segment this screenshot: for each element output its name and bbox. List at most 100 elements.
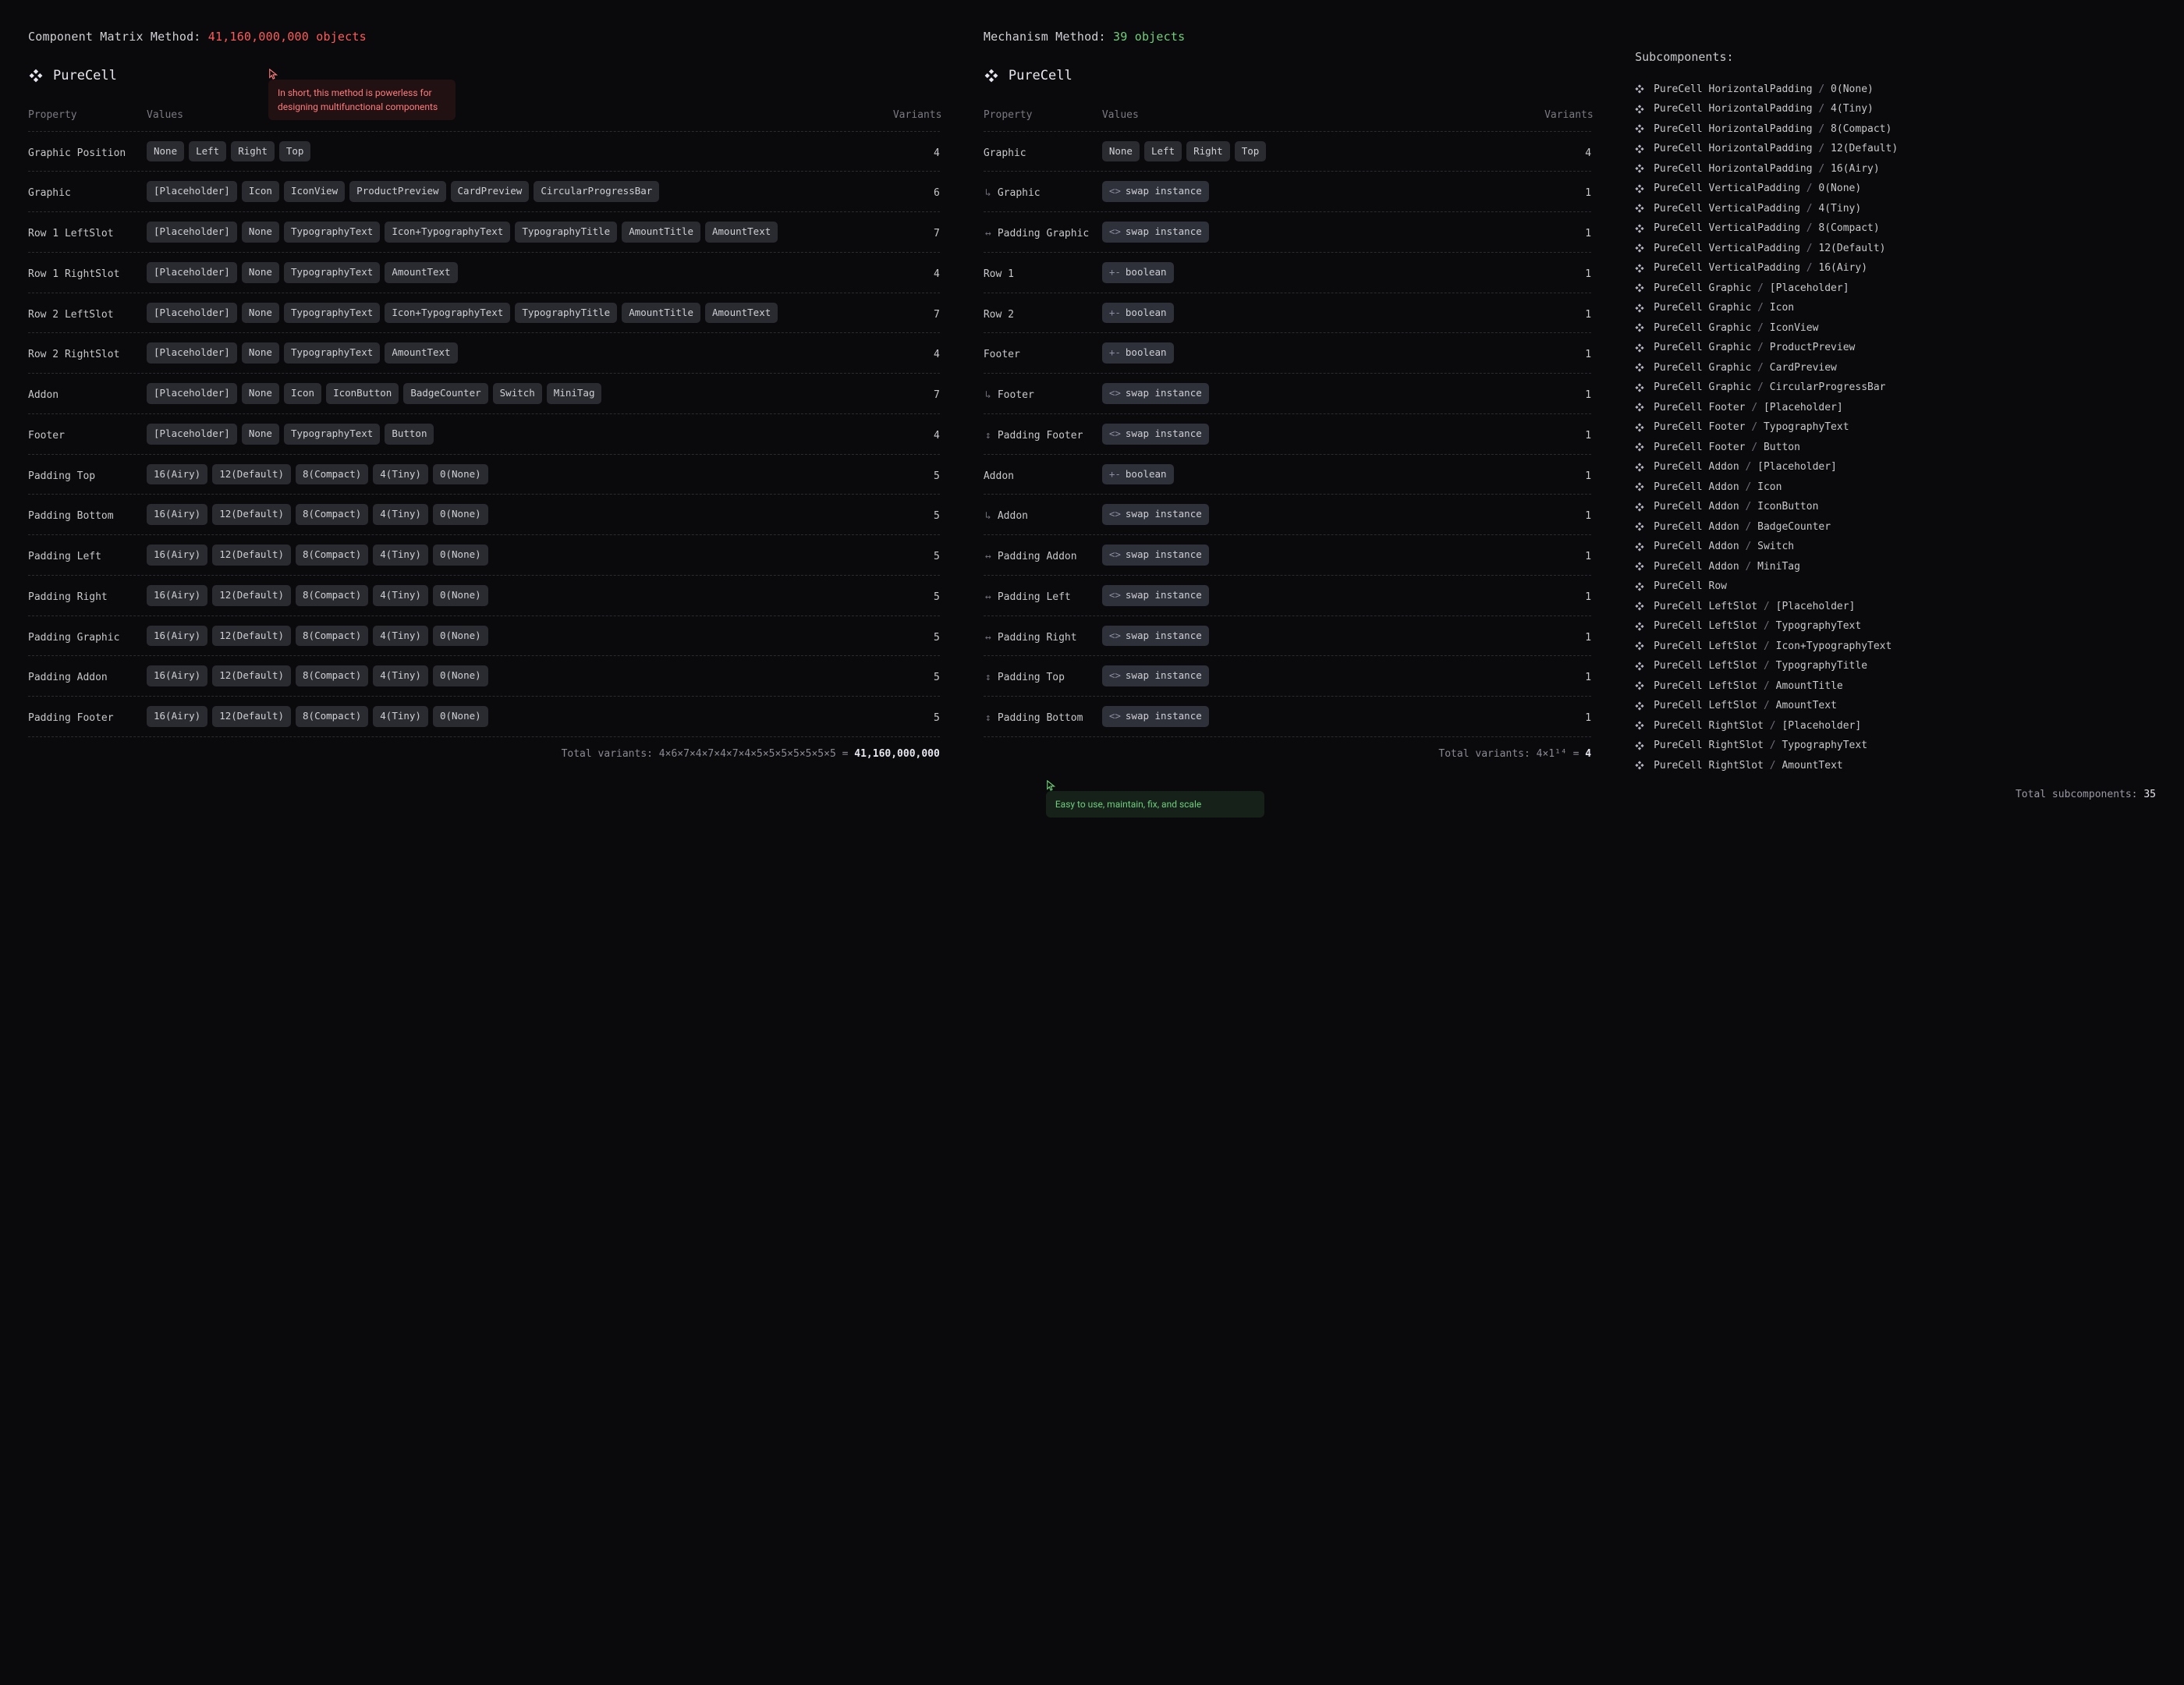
value-chip: 8(Compact): [296, 626, 368, 647]
table-row: Row 2 LeftSlot[Placeholder]NoneTypograph…: [28, 293, 940, 334]
table-row: ↔Padding Right<>swap instance1: [984, 616, 1591, 657]
variant-count: 1: [1544, 545, 1591, 565]
variant-count: 1: [1544, 706, 1591, 726]
table-header: Property Values Variants: [984, 100, 1591, 132]
property-name: ↳Graphic: [984, 181, 1093, 201]
value-chip: 0(None): [433, 504, 488, 525]
swap-instance-chip: <>swap instance: [1102, 585, 1209, 606]
method-title: Mechanism Method: 39 objects: [984, 28, 1591, 46]
value-chip: Right: [1186, 141, 1230, 162]
value-chips: 16(Airy)12(Default)8(Compact)4(Tiny)0(No…: [147, 706, 884, 727]
property-name: Padding Right: [28, 585, 137, 605]
subcomponent-item: PureCell LeftSlot / Icon+TypographyText: [1635, 639, 2156, 654]
property-name: Footer: [28, 424, 137, 444]
component-icon: [1635, 83, 1646, 94]
property-name: Padding Bottom: [28, 504, 137, 524]
value-chips: +-boolean: [1102, 464, 1535, 485]
value-chip: 0(None): [433, 585, 488, 606]
value-chip: BadgeCounter: [403, 383, 488, 404]
variant-count: 1: [1544, 504, 1591, 524]
value-chips: NoneLeftRightTop: [147, 141, 884, 162]
value-chips: [Placeholder]NoneTypographyTextButton: [147, 424, 884, 445]
total-value: 4: [1585, 748, 1591, 760]
value-chips: [Placeholder]NoneIconIconButtonBadgeCoun…: [147, 383, 884, 404]
boolean-chip: +-boolean: [1102, 303, 1174, 324]
value-chips: <>swap instance: [1102, 585, 1535, 606]
col-property: Property: [984, 108, 1093, 123]
value-chips: <>swap instance: [1102, 504, 1535, 525]
component-icon: [1635, 680, 1646, 691]
swap-instance-chip: <>swap instance: [1102, 424, 1209, 445]
table-row: Padding Left16(Airy)12(Default)8(Compact…: [28, 535, 940, 576]
value-chip: 12(Default): [212, 464, 291, 485]
subcomponent-label: PureCell RightSlot / [Placeholder]: [1654, 718, 1861, 734]
table-row: Row 2 RightSlot[Placeholder]NoneTypograp…: [28, 333, 940, 374]
property-name: ↔Padding Right: [984, 626, 1093, 646]
subcomponent-item: PureCell LeftSlot / [Placeholder]: [1635, 599, 2156, 615]
property-type-icon: ↳: [984, 186, 993, 201]
value-chips: NoneLeftRightTop: [1102, 141, 1535, 162]
variant-count: 1: [1544, 585, 1591, 605]
cursor-icon: [268, 69, 279, 80]
property-name: Footer: [984, 342, 1093, 363]
value-chip: Top: [279, 141, 311, 162]
matrix-table: Property Values Variants Graphic Positio…: [28, 100, 940, 761]
component-icon: [1635, 402, 1646, 413]
component-icon: [28, 68, 44, 83]
boolean-chip: +-boolean: [1102, 342, 1174, 364]
variant-count: 6: [893, 181, 940, 201]
value-chip: AmountText: [705, 222, 778, 243]
value-chip: 4(Tiny): [373, 585, 428, 606]
subcomponent-item: PureCell Addon / BadgeCounter: [1635, 520, 2156, 535]
property-name: Graphic Position: [28, 141, 137, 161]
component-title: PureCell: [984, 66, 1591, 87]
value-chip: 0(None): [433, 464, 488, 485]
subcomponents-panel: Subcomponents: PureCell HorizontalPaddin…: [1635, 28, 2156, 818]
swap-icon: <>: [1109, 427, 1121, 439]
value-chip: 16(Airy): [147, 665, 207, 686]
subcomponent-item: PureCell Footer / [Placeholder]: [1635, 400, 2156, 416]
value-chip: AmountText: [385, 342, 457, 364]
property-name: Row 2 RightSlot: [28, 342, 137, 363]
method-value: 39 objects: [1113, 30, 1185, 44]
value-chips: <>swap instance: [1102, 383, 1535, 404]
value-chip: TypographyTitle: [515, 303, 617, 324]
component-icon: [1635, 760, 1646, 771]
value-chip: None: [242, 303, 279, 324]
value-chip: [Placeholder]: [147, 303, 237, 324]
value-chip: 0(None): [433, 626, 488, 647]
component-icon: [1635, 462, 1646, 473]
value-chip: [Placeholder]: [147, 222, 237, 243]
col-values: Values: [147, 108, 884, 123]
boolean-icon: +-: [1109, 266, 1121, 278]
subcomponent-item: PureCell HorizontalPadding / 4(Tiny): [1635, 101, 2156, 117]
table-row: ↕Padding Footer<>swap instance1: [984, 414, 1591, 455]
value-chips: [Placeholder]NoneTypographyTextIcon+Typo…: [147, 222, 884, 243]
swap-instance-chip: <>swap instance: [1102, 665, 1209, 686]
swap-icon: <>: [1109, 387, 1121, 399]
component-icon: [1635, 422, 1646, 433]
value-chip: Right: [231, 141, 275, 162]
table-row: Addon[Placeholder]NoneIconIconButtonBadg…: [28, 374, 940, 414]
subcomponent-item: PureCell RightSlot / [Placeholder]: [1635, 718, 2156, 734]
method-title: Component Matrix Method: 41,160,000,000 …: [28, 28, 940, 46]
table-row: ↕Padding Bottom<>swap instance1: [984, 697, 1591, 737]
value-chip: [Placeholder]: [147, 342, 237, 364]
component-icon: [1635, 640, 1646, 651]
subcomponent-item: PureCell Footer / TypographyText: [1635, 420, 2156, 435]
variant-count: 1: [1544, 222, 1591, 242]
property-name: Row 1: [984, 262, 1093, 282]
variant-count: 4: [1544, 141, 1591, 161]
component-icon: [1635, 701, 1646, 711]
boolean-icon: +-: [1109, 346, 1121, 358]
boolean-icon: +-: [1109, 307, 1121, 318]
table-row: Footer [Placeholder]NoneTypographyTextBut…: [28, 414, 940, 455]
table-row: ↔Padding Left<>swap instance1: [984, 576, 1591, 616]
subcomponent-item: PureCell LeftSlot / AmountText: [1635, 698, 2156, 714]
subcomponent-label: PureCell Graphic / [Placeholder]: [1654, 281, 1849, 296]
property-type-icon: ↔: [984, 226, 993, 242]
subcomponent-label: PureCell Addon / Switch: [1654, 539, 1794, 555]
value-chip: 16(Airy): [147, 585, 207, 606]
table-row: ↳Footer<>swap instance1: [984, 374, 1591, 414]
value-chip: TypographyText: [284, 262, 380, 283]
